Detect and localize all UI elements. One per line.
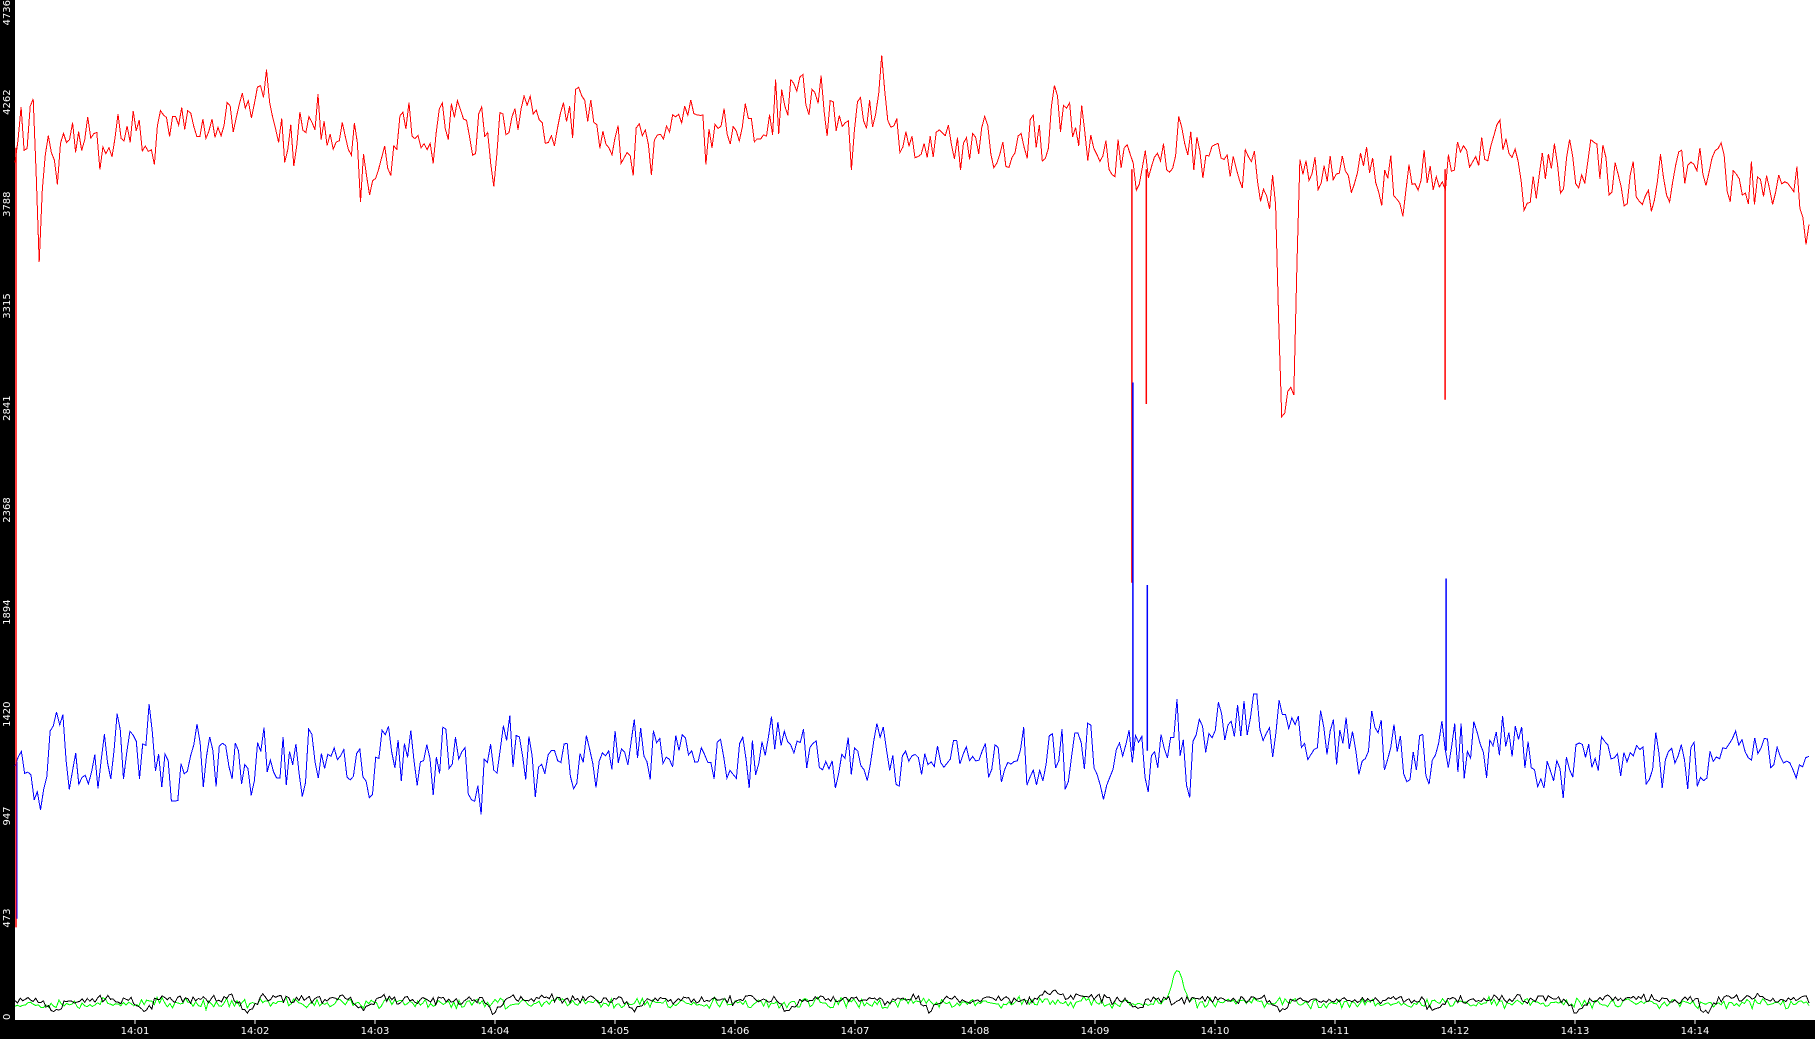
x-tick-label: 14:07 — [841, 1026, 870, 1037]
x-tick-label: 14:06 — [721, 1026, 750, 1037]
x-tick-label: 14:04 — [481, 1026, 510, 1037]
series-layer — [14, 55, 1810, 1016]
x-axis: 14:01 14:02 14:03 14:04 14:05 14:06 14:07 14:08… — [121, 1020, 1710, 1037]
x-tick-label: 14:02 — [241, 1026, 270, 1037]
y-tick-label: 1420 — [2, 701, 13, 726]
x-tick-label: 14:03 — [361, 1026, 390, 1037]
y-tick-label: 473 — [2, 909, 13, 928]
y-tick-label: 3788 — [2, 191, 13, 216]
x-tick-label: 14:09 — [1081, 1026, 1110, 1037]
y-tick-label: 1894 — [2, 599, 13, 624]
y-tick-label: 3315 — [2, 293, 13, 318]
series-line-2 — [14, 693, 1810, 815]
x-tick-label: 14:14 — [1681, 1026, 1710, 1037]
y-tick-label: 0 — [2, 1014, 13, 1020]
series-line-3 — [14, 970, 1810, 1012]
y-tick-label: 947 — [2, 806, 13, 825]
y-axis: 0 473 947 1420 1894 2368 2841 3315 3788 4262 4736 — [2, 0, 13, 1020]
x-tick-label: 14:05 — [601, 1026, 630, 1037]
y-tick-label: 2368 — [2, 497, 13, 522]
series-line-4 — [14, 989, 1810, 1016]
series-line-1 — [14, 55, 1810, 419]
x-tick-label: 14:12 — [1441, 1026, 1470, 1037]
y-tick-label: 2841 — [2, 395, 13, 420]
plot-background — [15, 0, 1815, 1020]
y-tick-label: 4736 — [2, 0, 13, 25]
x-tick-label: 14:08 — [961, 1026, 990, 1037]
x-tick-label: 14:10 — [1201, 1026, 1230, 1037]
x-tick-label: 14:01 — [121, 1026, 150, 1037]
x-tick-label: 14:13 — [1561, 1026, 1590, 1037]
x-tick-label: 14:11 — [1321, 1026, 1350, 1037]
y-tick-label: 4262 — [2, 89, 13, 114]
